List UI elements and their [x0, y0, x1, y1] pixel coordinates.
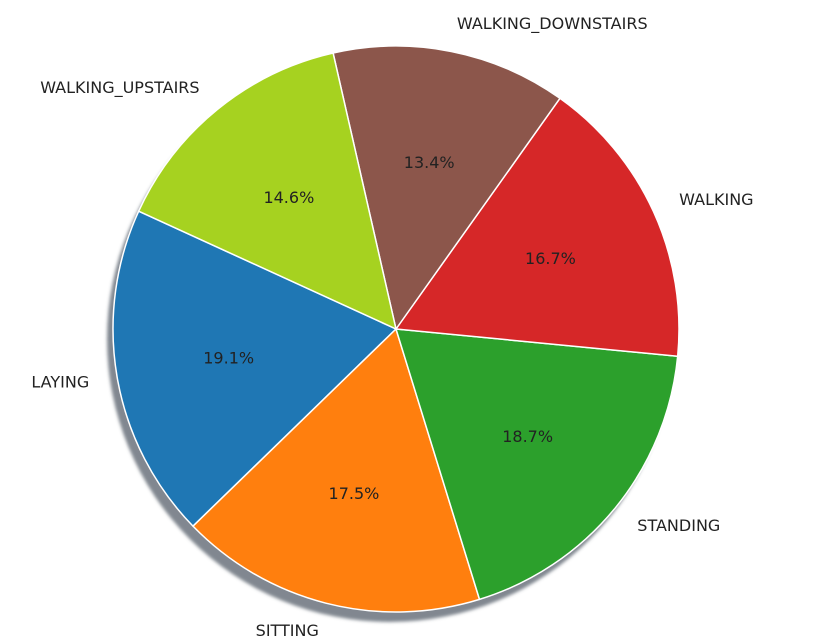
pie-pct-label-walking: 16.7% [525, 249, 576, 268]
pie-category-label-sitting: SITTING [256, 621, 319, 640]
pie-slice-laying [112, 210, 397, 527]
pie-category-label-standing: STANDING [637, 516, 720, 535]
pie-labels: 19.1% LAYING 17.5% SITTING 18.7% STANDING 16.7… [31, 14, 753, 640]
pie-category-label-walking: WALKING [679, 190, 753, 209]
pie-category-label-laying: LAYING [31, 372, 89, 391]
pie-slice-walking-upstairs [137, 52, 397, 330]
pie-slice-standing [395, 328, 679, 601]
pie-slices [112, 45, 680, 613]
pie-category-label-walking-upstairs: WALKING_UPSTAIRS [40, 78, 199, 98]
pie-pct-label-laying: 19.1% [203, 348, 254, 367]
pie-pct-label-sitting: 17.5% [329, 484, 380, 503]
pie-slice-walking-downstairs [332, 45, 561, 330]
pie-category-label-walking-downstairs: WALKING_DOWNSTAIRS [457, 14, 648, 34]
pie-slice-walking [395, 97, 680, 357]
pie-pct-label-walking-upstairs: 14.6% [263, 188, 314, 207]
pie-pct-label-standing: 18.7% [502, 427, 553, 446]
pie-pct-label-walking-downstairs: 13.4% [404, 153, 455, 172]
pie-slice-sitting [192, 328, 481, 613]
